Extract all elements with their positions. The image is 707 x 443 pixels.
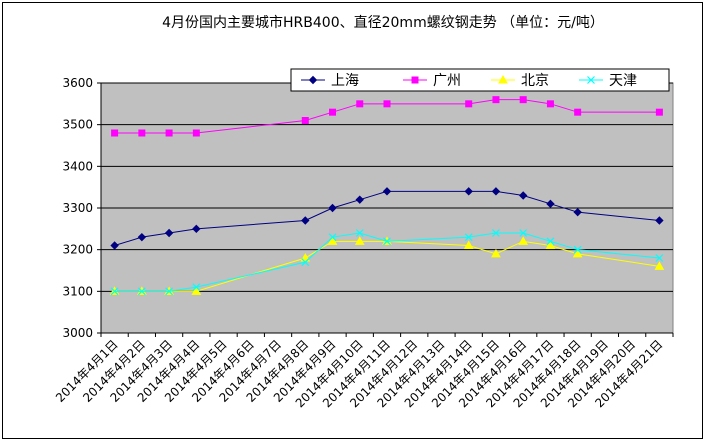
series-line bbox=[114, 99, 660, 134]
data-point-stroke bbox=[355, 229, 364, 237]
data-point-stroke bbox=[464, 233, 473, 242]
data-point bbox=[546, 199, 555, 209]
data-point bbox=[491, 248, 501, 258]
data-point bbox=[464, 187, 473, 196]
data-point bbox=[328, 233, 337, 242]
data-point bbox=[573, 207, 582, 217]
data-point bbox=[518, 236, 529, 245]
data-point bbox=[354, 236, 365, 245]
data-point-stroke bbox=[192, 283, 201, 292]
data-point bbox=[655, 216, 664, 225]
data-point bbox=[165, 287, 174, 296]
data-point bbox=[383, 100, 391, 108]
data-point bbox=[655, 254, 664, 262]
data-point bbox=[356, 100, 364, 108]
data-point bbox=[411, 76, 419, 84]
data-point bbox=[463, 240, 474, 249]
data-point bbox=[355, 195, 364, 204]
data-point-stroke bbox=[110, 287, 119, 296]
data-point bbox=[546, 237, 555, 246]
data-point bbox=[654, 261, 665, 270]
data-point bbox=[110, 287, 119, 296]
data-point bbox=[301, 258, 310, 267]
data-point bbox=[355, 229, 364, 237]
data-point bbox=[572, 248, 583, 258]
series-line bbox=[114, 232, 660, 292]
data-point-stroke bbox=[546, 237, 555, 246]
data-point bbox=[545, 240, 556, 249]
data-point-stroke bbox=[587, 76, 595, 84]
data-point bbox=[519, 229, 528, 237]
data-point bbox=[498, 74, 508, 84]
data-point bbox=[329, 108, 337, 116]
data-point-stroke bbox=[573, 245, 582, 254]
data-point bbox=[519, 96, 527, 104]
y-tick-label: 3000 bbox=[62, 326, 93, 340]
data-point-stroke bbox=[137, 287, 146, 296]
data-point bbox=[655, 108, 663, 116]
series-广州 bbox=[111, 96, 663, 137]
data-point bbox=[383, 237, 391, 246]
data-point bbox=[165, 129, 173, 137]
data-point bbox=[137, 287, 146, 296]
legend: 上海 广州 北京 天津 bbox=[290, 68, 670, 92]
data-point bbox=[492, 96, 500, 104]
data-point bbox=[465, 100, 473, 108]
data-point bbox=[518, 191, 528, 200]
data-point-stroke bbox=[383, 237, 391, 246]
data-point bbox=[328, 203, 337, 213]
data-point-stroke bbox=[328, 233, 337, 242]
data-point bbox=[327, 236, 338, 245]
y-tick-label: 3400 bbox=[62, 159, 93, 173]
data-point bbox=[192, 224, 201, 234]
data-point-stroke bbox=[165, 287, 174, 296]
data-point bbox=[546, 100, 554, 108]
data-point bbox=[191, 286, 202, 295]
y-tick-label: 3500 bbox=[62, 118, 93, 132]
data-point bbox=[382, 187, 392, 196]
data-point bbox=[164, 228, 174, 238]
data-point bbox=[301, 216, 310, 225]
series-天津 bbox=[110, 229, 664, 296]
chart-title: 4月份国内主要城市HRB400、直径20mm螺纹钢走势 （单位：元/吨） bbox=[162, 14, 604, 31]
data-point bbox=[464, 233, 473, 242]
data-point-stroke bbox=[655, 254, 664, 262]
data-point bbox=[308, 75, 318, 85]
chart-frame: 4月份国内主要城市HRB400、直径20mm螺纹钢走势 （单位：元/吨） 300… bbox=[2, 2, 703, 439]
series-line bbox=[114, 190, 660, 246]
data-point-stroke bbox=[519, 229, 528, 237]
data-point bbox=[192, 283, 201, 292]
y-axis: 3000 3100 3200 3300 3400 3500 3600 bbox=[62, 76, 102, 340]
data-point bbox=[573, 245, 582, 254]
y-tick-label: 3200 bbox=[62, 243, 93, 257]
data-point bbox=[491, 187, 501, 196]
series-line bbox=[114, 240, 660, 292]
y-tick-label: 3100 bbox=[62, 284, 93, 298]
data-point-stroke bbox=[492, 229, 500, 237]
data-point bbox=[492, 229, 500, 237]
data-point bbox=[301, 117, 309, 124]
data-point bbox=[137, 232, 147, 242]
legend-label: 北京 bbox=[521, 73, 549, 89]
line-chart: 4月份国内主要城市HRB400、直径20mm螺纹钢走势 （单位：元/吨） 300… bbox=[53, 14, 674, 410]
legend-label: 天津 bbox=[609, 73, 637, 89]
legend-box bbox=[290, 68, 670, 92]
data-point bbox=[192, 129, 200, 137]
data-point bbox=[111, 129, 119, 137]
y-tick-label: 3600 bbox=[62, 76, 93, 90]
data-point bbox=[138, 129, 146, 137]
series-group bbox=[109, 96, 665, 296]
x-axis: 2014年4月1日2014年4月2日2014年4月3日2014年4月4日2014… bbox=[53, 332, 674, 410]
series-上海 bbox=[110, 187, 664, 250]
y-tick-label: 3300 bbox=[62, 201, 93, 215]
data-point-stroke bbox=[301, 258, 310, 267]
data-point bbox=[574, 108, 582, 116]
data-point bbox=[110, 241, 119, 250]
legend-label: 广州 bbox=[433, 73, 461, 89]
data-point bbox=[587, 76, 595, 84]
data-point bbox=[300, 252, 311, 262]
legend-label: 上海 bbox=[331, 73, 359, 89]
